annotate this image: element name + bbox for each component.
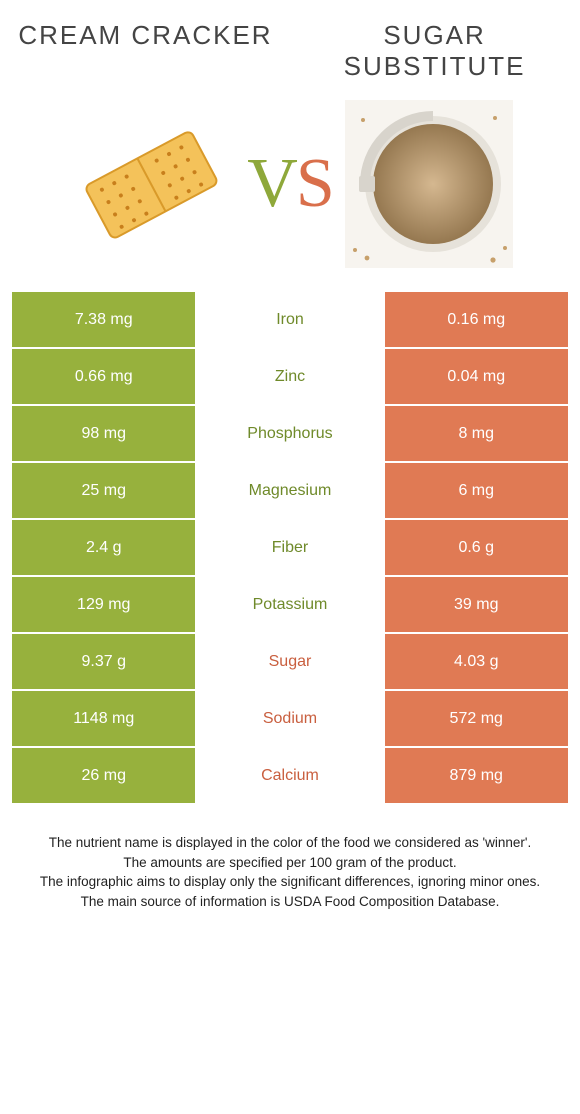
value-left: 0.66 mg [12, 349, 195, 404]
value-right: 0.04 mg [385, 349, 568, 404]
nutrient-table: 7.38 mgIron0.16 mg0.66 mgZinc0.04 mg98 m… [12, 292, 568, 803]
nutrient-label: Iron [195, 292, 384, 347]
value-right: 6 mg [385, 463, 568, 518]
nutrient-label: Sodium [195, 691, 384, 746]
title-left: Cream Cracker [12, 20, 279, 51]
title-right: Sugar substitute [301, 20, 568, 82]
value-left: 9.37 g [12, 634, 195, 689]
value-right: 0.6 g [385, 520, 568, 575]
food-image-left [67, 100, 235, 268]
value-left: 26 mg [12, 748, 195, 803]
value-right: 572 mg [385, 691, 568, 746]
nutrient-label: Calcium [195, 748, 384, 803]
title-left-text: Cream Cracker [12, 20, 279, 51]
footnote-line: The amounts are specified per 100 gram o… [18, 853, 562, 873]
value-right: 39 mg [385, 577, 568, 632]
vs-row: VS [12, 100, 568, 268]
value-right: 879 mg [385, 748, 568, 803]
table-row: 2.4 gFiber0.6 g [12, 520, 568, 575]
vs-s: S [296, 145, 333, 222]
table-row: 129 mgPotassium39 mg [12, 577, 568, 632]
value-left: 98 mg [12, 406, 195, 461]
table-row: 1148 mgSodium572 mg [12, 691, 568, 746]
table-row: 9.37 gSugar4.03 g [12, 634, 568, 689]
header: Cream Cracker Sugar substitute [12, 20, 568, 82]
footnotes: The nutrient name is displayed in the co… [12, 833, 568, 911]
footnote-line: The infographic aims to display only the… [18, 872, 562, 892]
value-right: 0.16 mg [385, 292, 568, 347]
nutrient-label: Sugar [195, 634, 384, 689]
footnote-line: The nutrient name is displayed in the co… [18, 833, 562, 853]
value-left: 129 mg [12, 577, 195, 632]
table-row: 7.38 mgIron0.16 mg [12, 292, 568, 347]
nutrient-label: Phosphorus [195, 406, 384, 461]
food-image-right [345, 100, 513, 268]
value-left: 1148 mg [12, 691, 195, 746]
nutrient-label: Potassium [195, 577, 384, 632]
value-left: 7.38 mg [12, 292, 195, 347]
footnote-line: The main source of information is USDA F… [18, 892, 562, 912]
vs-label: VS [247, 149, 333, 219]
table-row: 25 mgMagnesium6 mg [12, 463, 568, 518]
table-row: 98 mgPhosphorus8 mg [12, 406, 568, 461]
value-right: 8 mg [385, 406, 568, 461]
nutrient-label: Magnesium [195, 463, 384, 518]
nutrient-label: Zinc [195, 349, 384, 404]
value-right: 4.03 g [385, 634, 568, 689]
title-right-text: Sugar substitute [301, 20, 568, 82]
nutrient-label: Fiber [195, 520, 384, 575]
value-left: 2.4 g [12, 520, 195, 575]
table-row: 0.66 mgZinc0.04 mg [12, 349, 568, 404]
infographic-root: Cream Cracker Sugar substitute [0, 0, 580, 941]
vs-v: V [247, 145, 296, 222]
value-left: 25 mg [12, 463, 195, 518]
table-row: 26 mgCalcium879 mg [12, 748, 568, 803]
